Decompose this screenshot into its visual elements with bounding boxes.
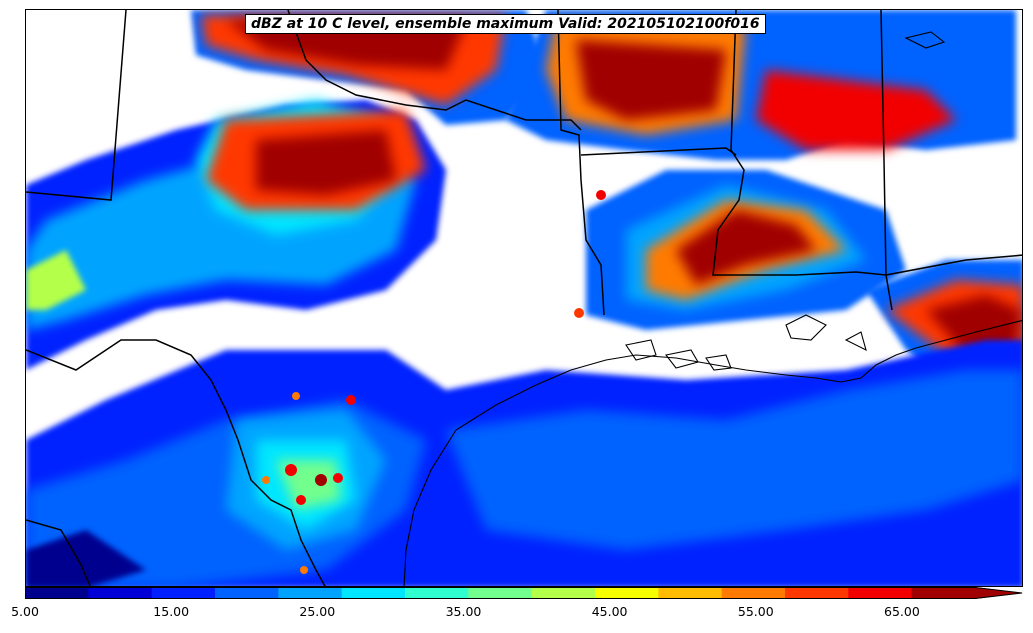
reflectivity-south-bands [26, 340, 1022, 586]
colorbar-bin [911, 587, 976, 599]
colorbar-bin [848, 587, 913, 599]
map-plot-area [25, 9, 1023, 587]
reflectivity-shading [26, 10, 1022, 586]
colorbar-tick-label: 25.00 [299, 604, 336, 619]
colorbar-bin [721, 587, 786, 599]
colorbar-extend-arrow [975, 587, 1023, 599]
colorbar-bin [658, 587, 723, 599]
colorbar [25, 587, 1023, 599]
colorbar-bin [25, 587, 89, 599]
colorbar-tick-label: 15.00 [153, 604, 190, 619]
coastline [403, 31, 1022, 586]
colorbar-bin [341, 587, 406, 599]
reflectivity-isolated-cells [262, 190, 606, 574]
colorbar-outline [25, 587, 1023, 599]
state-borders [26, 10, 1022, 586]
colorbar-bin [595, 587, 659, 599]
colorbar-bin [785, 587, 849, 599]
reflectivity-central-cells [586, 170, 906, 330]
colorbar-bin [88, 587, 153, 599]
colorbar-bin [215, 587, 279, 599]
map-title: dBZ at 10 C level, ensemble maximum Vali… [245, 14, 766, 34]
colorbar-tick-label: 45.00 [591, 604, 628, 619]
colorbar-tick-label: 5.00 [11, 604, 39, 619]
colorbar-bin [531, 587, 596, 599]
colorbar-tick-label: 55.00 [737, 604, 774, 619]
colorbar-bin [151, 587, 216, 599]
colorbar-bin [468, 587, 533, 599]
colorbar-tick-label: 65.00 [883, 604, 920, 619]
reflectivity-map [26, 10, 1022, 586]
colorbar-tick-label: 35.00 [445, 604, 482, 619]
colorbar-bin [405, 587, 469, 599]
colorbar-bin [278, 587, 343, 599]
